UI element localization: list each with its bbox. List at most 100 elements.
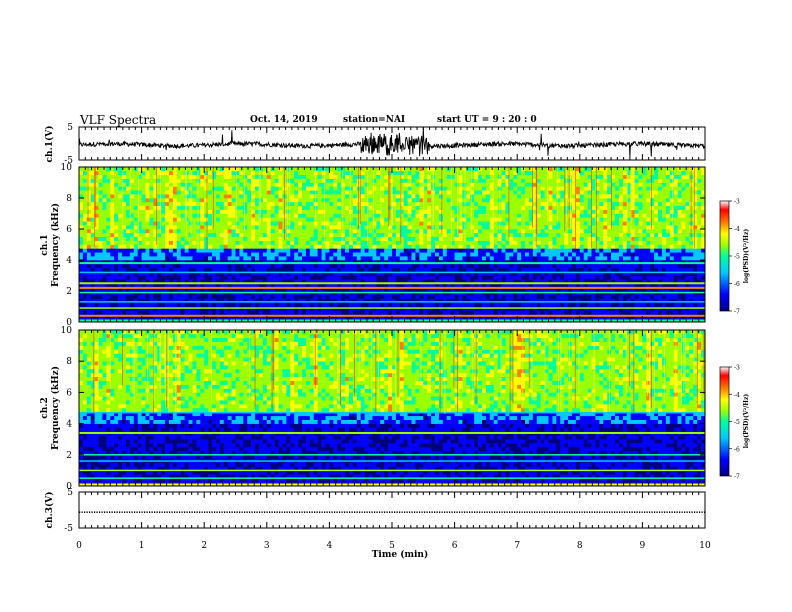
spectrogram-cell	[114, 263, 119, 269]
spectrogram-cell	[270, 310, 275, 315]
spectrogram-cell	[79, 174, 84, 179]
spectrogram-cell	[446, 209, 451, 214]
spectrogram-cell	[133, 205, 138, 210]
spectrogram-cell	[427, 205, 432, 210]
spectrogram-cell	[247, 256, 252, 261]
spectrogram-cell	[168, 232, 174, 238]
spectrogram-cell	[196, 167, 201, 172]
spectrogram-cell	[235, 170, 240, 176]
spectrogram-cell	[423, 182, 428, 187]
spectrogram-cell	[82, 232, 88, 238]
spectrogram-cell	[384, 167, 389, 172]
spectrogram-cell	[505, 260, 510, 265]
spectrogram-cell	[157, 279, 162, 284]
spectrogram-cell	[470, 248, 475, 253]
spectrogram-cell	[137, 201, 142, 207]
spectrogram-cell	[446, 236, 451, 241]
spectrogram-cell	[219, 263, 225, 269]
spectrogram-cell	[556, 279, 561, 284]
spectrogram-cell	[302, 240, 307, 245]
spectrogram-cell	[395, 182, 401, 187]
spectrogram-cell	[223, 240, 228, 245]
spectrogram-cell	[368, 302, 373, 307]
spectrogram-cell	[278, 294, 283, 300]
spectrogram-cell	[157, 275, 162, 280]
spectrogram-cell	[235, 310, 240, 315]
spectrogram-cell	[513, 178, 518, 183]
spectrogram-cell	[165, 205, 170, 210]
spectrogram-cell	[341, 178, 346, 183]
spectrogram-cell	[368, 252, 373, 257]
spectrogram-cell	[133, 283, 138, 288]
spectrogram-cell	[282, 248, 287, 253]
spectrogram-cell	[376, 267, 381, 272]
spectrogram-cell	[509, 236, 514, 241]
spectrogram-cell	[313, 279, 318, 284]
spectrogram-cell	[560, 221, 565, 226]
spectrogram-cell	[172, 298, 178, 303]
spectrogram-cell	[431, 252, 436, 257]
spectrogram-cell	[243, 302, 248, 307]
spectrogram-cell	[141, 174, 146, 179]
spectrogram-cell	[184, 236, 189, 241]
spectrogram-cell	[493, 310, 498, 315]
spectrogram-cell	[86, 201, 92, 207]
spectrogram-cell	[548, 283, 553, 288]
spectrogram-cell	[517, 298, 522, 303]
spectrogram-cell	[251, 283, 256, 288]
spectrogram-cell	[79, 236, 84, 241]
spectrogram-cell	[141, 252, 146, 257]
spectrogram-cell	[82, 260, 88, 265]
spectrogram-cell	[172, 240, 178, 245]
spectrogram-cell	[532, 248, 538, 253]
spectrogram-cell	[525, 213, 530, 218]
spectrogram-cell	[239, 213, 244, 218]
spectrogram-cell	[517, 232, 522, 238]
spectrogram-cell	[309, 271, 315, 276]
spectrogram-cell	[466, 252, 471, 257]
spectrogram-cell	[380, 178, 385, 183]
spectrogram-cell	[153, 236, 158, 241]
spectrogram-cell	[423, 256, 428, 261]
spectrogram-cell	[145, 302, 150, 307]
spectrogram-cell	[407, 209, 412, 214]
spectrogram-cell	[231, 170, 236, 176]
spectrogram-cell	[114, 287, 119, 292]
spectrogram-cell	[427, 190, 432, 195]
spectrogram-cell	[106, 178, 111, 183]
spectrogram-cell	[82, 229, 88, 234]
spectrogram-cell	[298, 209, 303, 214]
spectrogram-cell	[419, 221, 424, 226]
spectrogram-cell	[122, 267, 127, 272]
spectrogram-cell	[348, 267, 354, 272]
spectrogram-cell	[372, 248, 377, 253]
spectrogram-cell	[82, 240, 88, 245]
spectrogram-cell	[556, 248, 561, 253]
spectrogram-cell	[212, 248, 217, 253]
spectrogram-cell	[125, 294, 131, 300]
spectrogram-cell	[176, 205, 182, 210]
spectrogram-cell	[462, 201, 467, 207]
spectrogram-cell	[313, 244, 318, 249]
spectrogram-cell	[407, 186, 412, 191]
spectrogram-cell	[407, 240, 412, 245]
spectrogram-cell	[129, 252, 135, 257]
spectrogram-cell	[168, 283, 174, 288]
spectrogram-cell	[149, 201, 154, 207]
spectrogram-cell	[446, 205, 451, 210]
spectrogram-cell	[442, 260, 448, 265]
spectrogram-cell	[161, 201, 166, 207]
spectrogram-cell	[435, 190, 440, 195]
spectrogram-cell	[329, 263, 334, 269]
spectrogram-cell	[282, 244, 287, 249]
spectrogram-cell	[552, 279, 557, 284]
spectrogram-cell	[528, 294, 534, 300]
spectrogram-cell	[505, 263, 510, 269]
spectrogram-cell	[145, 205, 150, 210]
spectrogram-cell	[458, 236, 463, 241]
spectrogram-cell	[329, 170, 334, 176]
spectrogram-cell	[481, 182, 487, 187]
spectrogram-cell	[474, 244, 479, 249]
spectrogram-cell	[309, 248, 315, 253]
spectrogram-cell	[122, 198, 127, 203]
